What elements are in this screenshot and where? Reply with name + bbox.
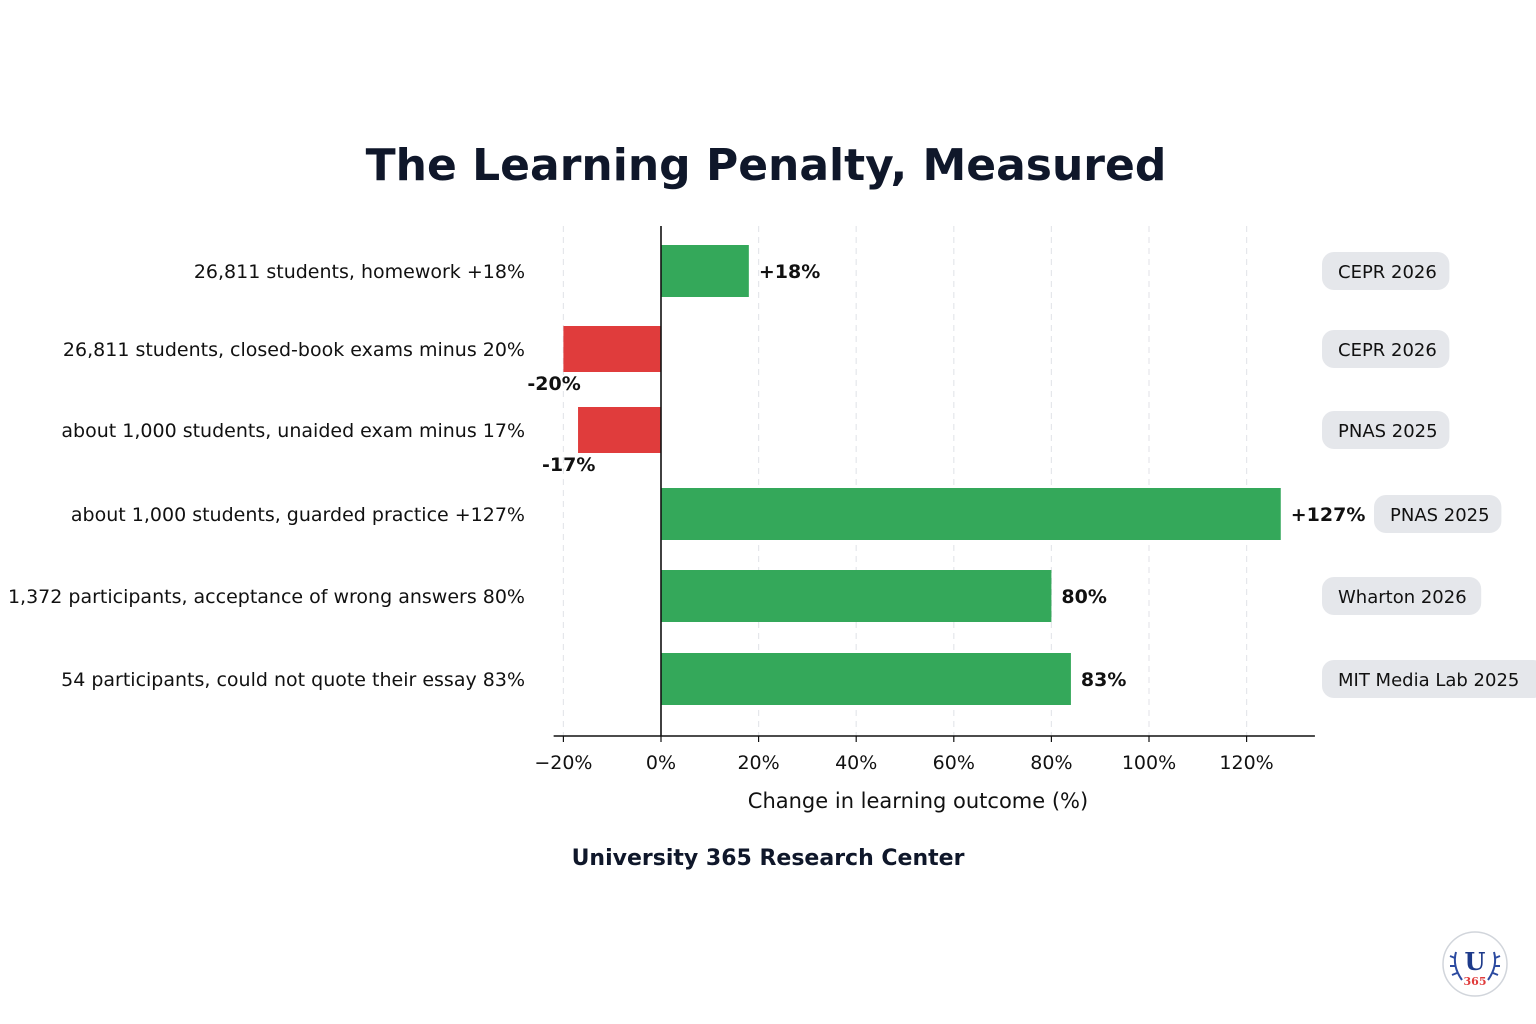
value-label: +18% [759,261,820,283]
category-label: about 1,000 students, guarded practice +… [71,504,525,526]
source-badge-label: MIT Media Lab 2025 [1338,670,1519,691]
category-label: about 1,000 students, unaided exam minus… [61,420,525,442]
bar [661,488,1281,540]
value-label: -17% [542,454,595,476]
logo-letter: U [1465,947,1486,976]
source-badge: PNAS 2025 [1374,495,1502,533]
bar [563,326,661,372]
x-tick-label: 40% [835,752,877,774]
laurel-wreath-icon [1449,951,1501,981]
value-labels: +18% -20% -17% +127% 80% 83% [527,261,1365,691]
chart-title: The Learning Penalty, Measured [366,140,1167,191]
source-badge-bg [1322,577,1482,615]
x-tick-label: 80% [1030,752,1072,774]
x-tick-label: 20% [737,752,779,774]
value-label: 80% [1061,586,1106,608]
x-tick-label: 0% [646,752,676,774]
university-logo: U 365 [1442,931,1508,997]
category-label: 26,811 students, closed-book exams minus… [63,339,525,361]
bar [578,407,661,453]
x-tick-label: 100% [1122,752,1176,774]
source-badge-label: CEPR 2026 [1338,262,1437,283]
source-badge-label: CEPR 2026 [1338,340,1437,361]
source-badges: CEPR 2026 CEPR 2026 PNAS 2025 PNAS 2025 Whar… [1322,252,1536,698]
value-label: 83% [1081,669,1126,691]
source-badge-bg [1322,252,1450,290]
source-badge-label: PNAS 2025 [1390,505,1490,526]
source-badge: Wharton 2026 [1322,577,1482,615]
x-axis-title: Change in learning outcome (%) [748,789,1088,813]
x-tick-label: 60% [933,752,975,774]
category-label: 54 participants, could not quote their e… [61,669,525,691]
source-badge: PNAS 2025 [1322,411,1450,449]
category-label: 1,372 participants, acceptance of wrong … [8,586,525,608]
source-badge-bg [1374,495,1502,533]
value-label: +127% [1291,504,1366,526]
source-badge: CEPR 2026 [1322,330,1450,368]
source-badge-bg [1322,330,1450,368]
bar [661,570,1052,622]
bar [661,245,749,297]
source-badge-label: Wharton 2026 [1338,587,1467,608]
x-tick-label: −20% [534,752,592,774]
category-label: 26,811 students, homework +18% [194,261,525,283]
source-badge-label: PNAS 2025 [1338,421,1438,442]
source-badge-bg [1322,411,1450,449]
footer-credit: University 365 Research Center [572,846,965,871]
grid [562,226,1248,736]
source-badge-bg [1322,660,1536,698]
source-badge: CEPR 2026 [1322,252,1450,290]
x-tick-label: 120% [1219,752,1273,774]
x-axis: −20% 0% 20% 40% 60% 80% 100% 120% [534,226,1315,774]
category-labels: 26,811 students, homework +18% 26,811 stu… [8,261,525,691]
source-badge: MIT Media Lab 2025 [1322,660,1536,698]
logo-number: 365 [1464,975,1487,988]
bar [661,653,1071,705]
value-label: -20% [527,373,580,395]
bars [563,245,1281,705]
